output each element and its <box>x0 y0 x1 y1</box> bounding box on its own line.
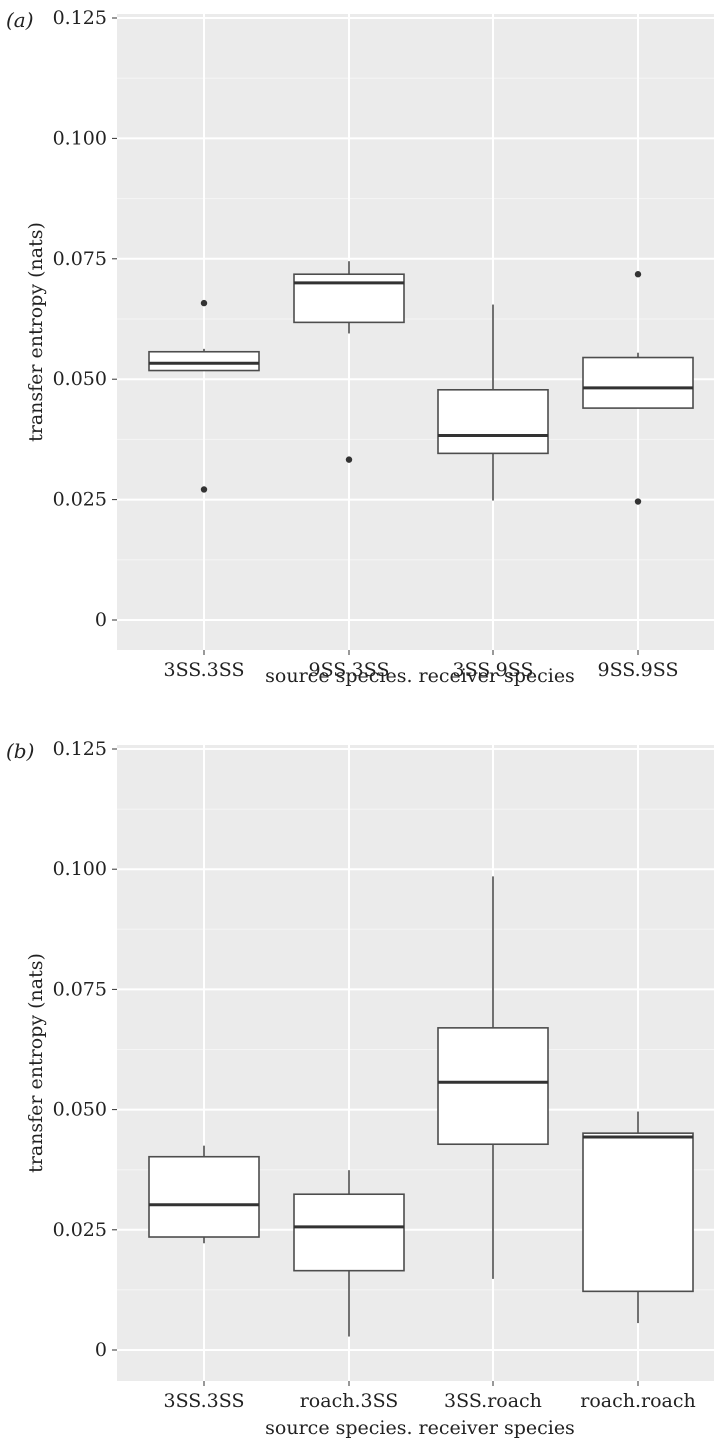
y-tick-label: 0.025 <box>53 489 107 511</box>
box-body <box>148 1155 260 1238</box>
y-tick-label: 0.125 <box>53 7 107 29</box>
box-body <box>293 1193 405 1272</box>
y-tick-label: 0 <box>95 609 107 631</box>
box-body <box>582 1132 694 1293</box>
box-roach.roach <box>582 1111 694 1324</box>
y-tick-label: 0.100 <box>53 858 107 880</box>
box-body <box>437 388 549 455</box>
box-3SS.3SS <box>148 299 260 493</box>
outlier-point <box>200 486 208 493</box>
box-body <box>582 356 694 409</box>
y-tick-label: 0.050 <box>53 1099 107 1121</box>
y-tick-label: 0.050 <box>53 368 107 390</box>
y-tick-label: 0.075 <box>53 978 107 1000</box>
outlier-point <box>200 299 208 307</box>
box-9SS.3SS <box>293 261 405 463</box>
x-tick-label: 9SS.9SS <box>598 659 679 681</box>
x-tick-label: 9SS.3SS <box>309 659 390 681</box>
y-axis-title-b: transfer entropy (nats) <box>25 953 47 1173</box>
x-tick-label: roach.roach <box>580 1390 696 1412</box>
box-3SS.9SS <box>437 304 549 501</box>
panel-label-a: (a) <box>6 8 34 32</box>
x-axis-title-a: source species. receiver species <box>265 665 575 687</box>
panel-a: 0 0.025 0.050 0.075 0.100 0.125 3SS.3SS 9SS.3S… <box>6 7 714 687</box>
outlier-point <box>634 498 642 505</box>
y-tick-label: 0.125 <box>53 738 107 760</box>
y-axis-title-a: transfer entropy (nats) <box>25 222 47 442</box>
x-tick-label: 3SS.3SS <box>164 1390 245 1412</box>
outlier-point <box>634 271 642 278</box>
y-tick-label: 0 <box>95 1339 107 1361</box>
x-tick-label: 3SS.9SS <box>453 659 534 681</box>
box-3SS.3SS <box>148 1145 260 1244</box>
box-body <box>437 1027 549 1146</box>
box-body <box>148 350 260 372</box>
y-tick-label: 0.075 <box>53 248 107 270</box>
x-tick-label: roach.3SS <box>300 1390 399 1412</box>
box-9SS.9SS <box>582 271 694 505</box>
box-roach.3SS <box>293 1170 405 1337</box>
x-tick-label: 3SS.3SS <box>164 659 245 681</box>
y-tick-label: 0.025 <box>53 1219 107 1241</box>
box-3SS.roach <box>437 876 549 1279</box>
x-axis-title-b: source species. receiver species <box>265 1417 575 1439</box>
y-tick-label: 0.100 <box>53 127 107 149</box>
x-tick-label: 3SS.roach <box>444 1390 542 1412</box>
outlier-point <box>345 456 353 463</box>
plot-background <box>117 14 714 650</box>
panel-label-b: (b) <box>6 739 34 763</box>
panel-b: 0 0.025 0.050 0.075 0.100 0.125 3SS.3SS roach.… <box>6 738 714 1439</box>
